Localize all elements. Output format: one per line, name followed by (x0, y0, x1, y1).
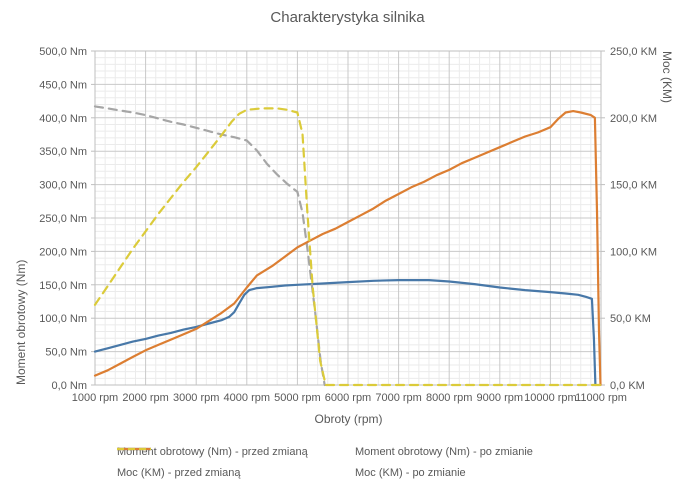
legend-label: Moc (KM) - przed zmianą (117, 467, 241, 479)
legend-label: Moc (KM) - po zmianie (355, 467, 466, 479)
x-tick-label: 11000 rpm (575, 392, 627, 404)
y-left-tick-label: 450,0 Nm (39, 79, 87, 91)
legend: Moment obrotowy (Nm) - przed zmianą Momen… (117, 446, 533, 479)
y-right-tick-label: 200,0 KM (610, 113, 657, 125)
x-tick-label: 3000 rpm (173, 392, 219, 404)
x-tick-label: 5000 rpm (274, 392, 320, 404)
x-tick-label: 9000 rpm (477, 392, 523, 404)
x-tick-label: 1000 rpm (72, 392, 118, 404)
y-right-tick-label: 0,0 KM (610, 380, 645, 392)
legend-line-sample (117, 447, 151, 451)
y-left-tick-label: 100,0 Nm (39, 313, 87, 325)
y-right-tick-label: 100,0 KM (610, 246, 657, 258)
x-tick-label: 8000 rpm (426, 392, 472, 404)
legend-item-1: Moment obrotowy (Nm) - po zmianie (117, 446, 533, 458)
legend-item-0: Moment obrotowy (Nm) - przed zmianą (117, 446, 355, 458)
y-left-tick-label: 0,0 Nm (52, 380, 87, 392)
chart-title: Charakterystyka silnika (270, 9, 425, 26)
plot-area: 0,0 Nm 50,0 Nm 100,0 Nm 150,0 Nm 200,0 Nm 250… (39, 46, 657, 404)
series-line-0 (93, 279, 597, 387)
x-tick-label: 7000 rpm (375, 392, 421, 404)
y-left-tick-label: 350,0 Nm (39, 146, 87, 158)
legend-label: Moment obrotowy (Nm) - przed zmianą (117, 446, 308, 458)
y-left-tick-label: 400,0 Nm (39, 113, 87, 125)
series-line-1 (93, 105, 326, 387)
y-left-tick-label: 50,0 Nm (45, 347, 87, 359)
x-tick-label: 10000 rpm (524, 392, 577, 404)
y-right-axis-title: Moc (KM) (660, 51, 674, 103)
y-left-tick-label: 200,0 Nm (39, 246, 87, 258)
y-right-tick-label: 150,0 KM (610, 180, 657, 192)
y-left-tick-label: 150,0 Nm (39, 280, 87, 292)
y-right-tick-label: 250,0 KM (610, 46, 657, 58)
series-line-3 (93, 107, 603, 387)
x-tick-label: 2000 rpm (122, 392, 168, 404)
x-axis-title: Obroty (rpm) (314, 412, 383, 426)
x-tick-label: 6000 rpm (325, 392, 371, 404)
series-line-2 (93, 110, 602, 387)
y-left-tick-label: 500,0 Nm (39, 46, 87, 58)
y-right-tick-label: 50,0 KM (610, 313, 651, 325)
y-left-tick-label: 250,0 Nm (39, 213, 87, 225)
legend-item-2: Moc (KM) - przed zmianą (117, 447, 355, 479)
y-left-tick-label: 300,0 Nm (39, 180, 87, 192)
x-tick-label: 4000 rpm (224, 392, 270, 404)
legend-label: Moment obrotowy (Nm) - po zmianie (355, 446, 533, 458)
legend-item-3: Moc (KM) - po zmianie (117, 447, 533, 479)
